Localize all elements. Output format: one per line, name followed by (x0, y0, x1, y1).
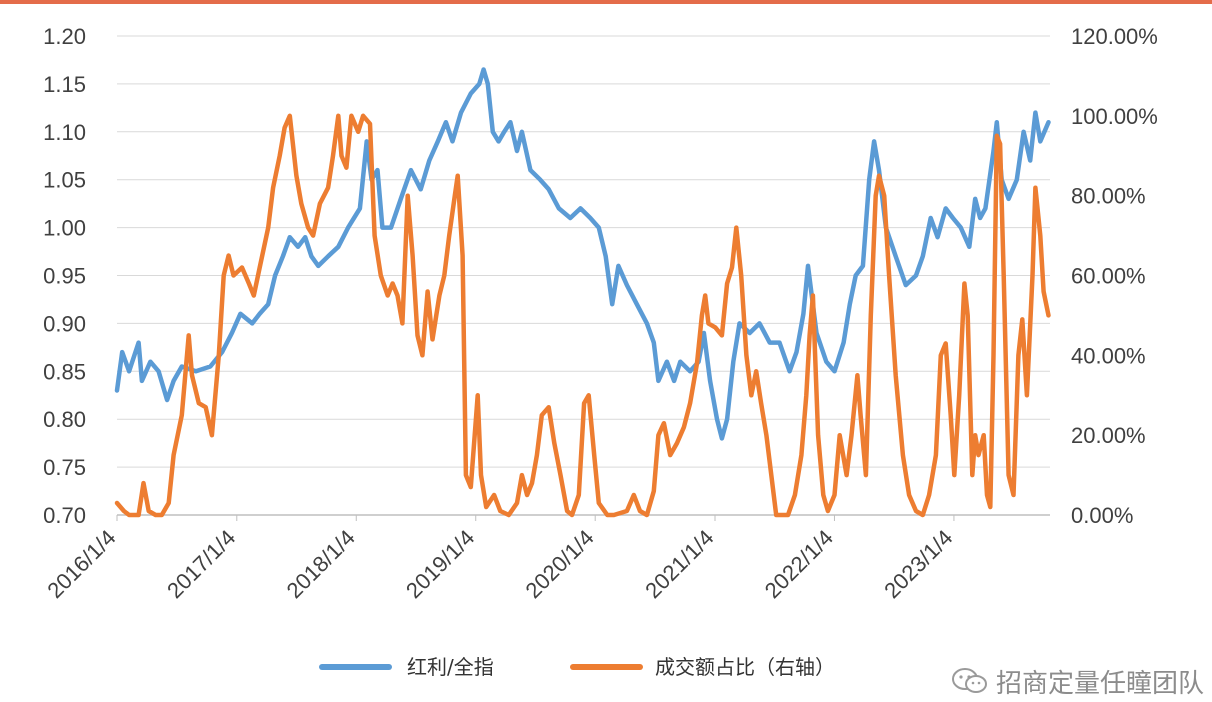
x-tick-label: 2019/1/4 (401, 525, 479, 603)
legend-item-0: 红利/全指 (319, 655, 494, 679)
right-tick-label: 60.00% (1071, 264, 1146, 289)
left-tick-label: 1.05 (43, 168, 86, 193)
legend: 红利/全指 成交额占比（右轴） (319, 655, 835, 679)
series-line-1 (114, 113, 1051, 518)
watermark: 招商定量任瞳团队 (950, 664, 1204, 699)
x-axis: 2016/1/4 2017/1/4 2018/1/4 2019/1/4 2020/1/4… (42, 515, 957, 603)
left-tick-label: 1.00 (43, 216, 86, 241)
left-tick-label: 0.90 (43, 311, 86, 336)
legend-label-1: 成交额占比（右轴） (655, 655, 835, 679)
left-tick-label: 0.70 (43, 503, 86, 528)
series-line-0 (114, 67, 1051, 441)
left-tick-label: 1.10 (43, 120, 86, 145)
x-tick-label: 2020/1/4 (521, 525, 599, 603)
right-tick-label: 100.00% (1071, 104, 1158, 129)
x-tick-label: 2023/1/4 (879, 525, 957, 603)
x-tick-label: 2021/1/4 (640, 525, 718, 603)
wechat-icon (951, 668, 987, 693)
left-axis: 0.70 0.75 0.80 0.85 0.90 0.95 1.00 1.05 1.10 1.15… (43, 24, 86, 528)
left-tick-label: 1.20 (43, 24, 86, 49)
x-tick-label: 2018/1/4 (282, 525, 360, 603)
left-tick-label: 1.15 (43, 72, 86, 97)
right-tick-label: 80.00% (1071, 184, 1146, 209)
watermark-text: 招商定量任瞳团队 (995, 668, 1204, 699)
series-layer (114, 67, 1051, 518)
legend-label-0: 红利/全指 (407, 655, 494, 679)
x-tick-label: 2017/1/4 (162, 525, 240, 603)
left-tick-label: 0.80 (43, 407, 86, 432)
gridlines (117, 35, 1050, 468)
right-tick-label: 20.00% (1071, 423, 1146, 448)
x-tick-label: 2016/1/4 (42, 525, 120, 603)
left-tick-label: 0.95 (43, 264, 86, 289)
right-tick-label: 0.00% (1071, 503, 1133, 528)
legend-item-1: 成交额占比（右轴） (570, 655, 835, 679)
left-tick-label: 0.75 (43, 455, 86, 480)
right-axis: 0.00% 20.00% 40.00% 60.00% 80.00% 100.00% 120.… (1071, 24, 1158, 528)
right-tick-label: 40.00% (1071, 343, 1146, 368)
top-rule (0, 0, 1212, 4)
right-tick-label: 120.00% (1071, 24, 1158, 49)
x-tick-label: 2022/1/4 (760, 525, 838, 603)
left-tick-label: 0.85 (43, 359, 86, 384)
